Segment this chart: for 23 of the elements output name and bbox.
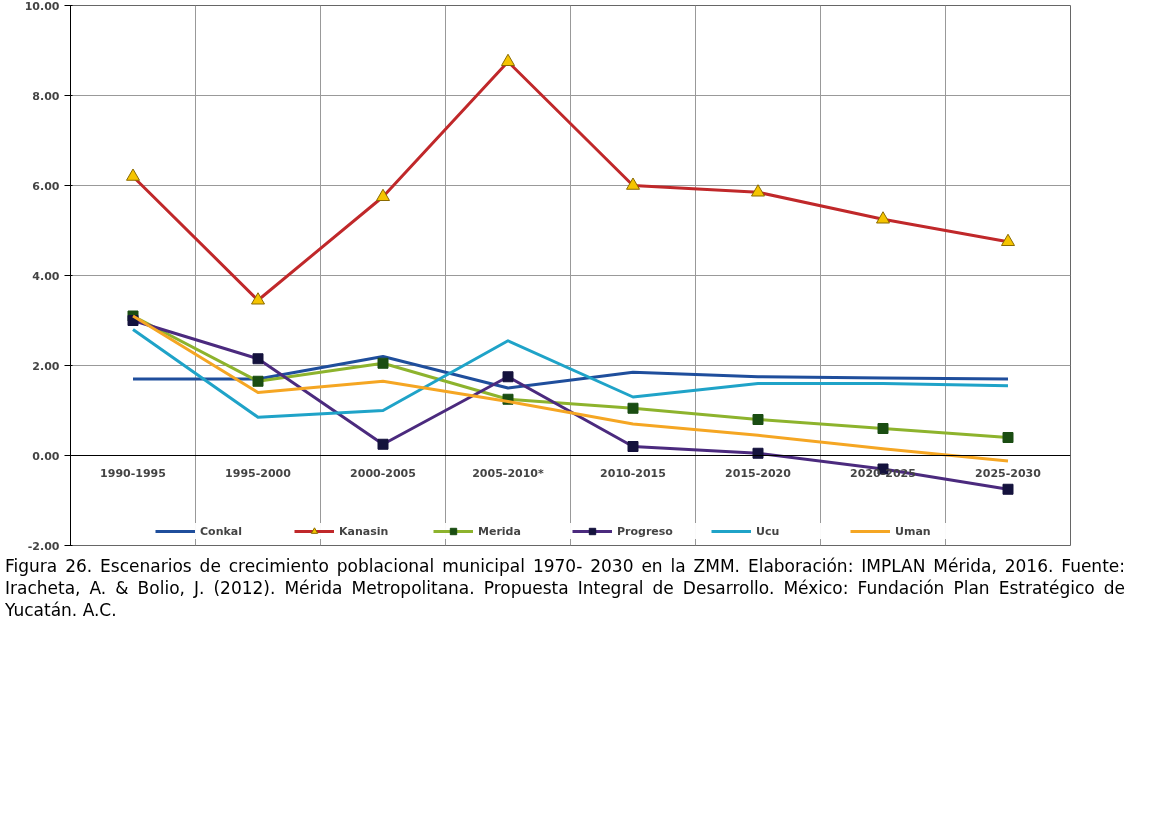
x-tick-label: 2000-2005 <box>350 466 416 480</box>
legend-label: Kanasin <box>339 523 390 539</box>
legend-label: Uman <box>895 523 932 539</box>
legend-label: Ucu <box>756 523 781 539</box>
y-tick-label: 10.00 <box>24 0 60 13</box>
line-series <box>131 328 1010 419</box>
y-tick-label: -2.00 <box>27 539 60 553</box>
y-tick-label: 6.00 <box>32 179 60 193</box>
x-tick-label: 2015-2020 <box>725 466 792 480</box>
y-tick-label: 4.00 <box>32 269 60 283</box>
x-tick-label: 2010-2015 <box>600 466 666 480</box>
y-tick-label: 0.00 <box>32 449 60 463</box>
legend-label: Progreso <box>617 523 674 539</box>
line-series <box>131 355 1010 390</box>
y-tick-label: 8.00 <box>32 89 60 103</box>
x-tick-label: 2025-2030 <box>975 466 1042 480</box>
x-tick-label: 2005-2010* <box>472 466 545 480</box>
x-tick-label: 1990-1995 <box>100 466 166 480</box>
y-tick-label: 2.00 <box>32 359 60 373</box>
x-tick-label: 1995-2000 <box>225 466 292 480</box>
legend-label: Conkal <box>200 523 243 539</box>
legend-label: Merida <box>478 523 522 539</box>
text: Figura 26. Escenarios de crecimiento poblacional municipal 1970- 2030 en la ZMM. Elaboración: IMPLAN Mérida, 2016. Fuente: Iracheta, A. & Bolio, J. (2012). Mérida Metropolitana. Propuesta Integral de Desarrollo. México: Fundación Plan Estratégico de Yucatán. A.C. <box>5 555 1125 622</box>
